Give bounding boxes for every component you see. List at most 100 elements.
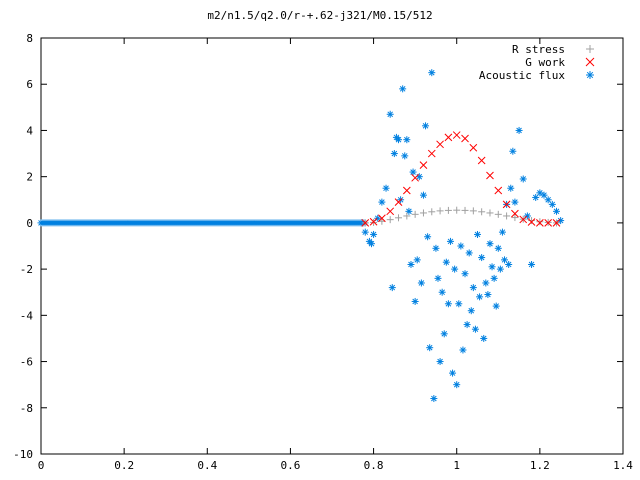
data-point	[488, 263, 496, 271]
data-point	[395, 136, 403, 144]
data-point	[509, 147, 517, 155]
data-point	[419, 209, 427, 217]
data-point	[449, 369, 457, 377]
data-point	[378, 214, 386, 223]
data-point	[501, 256, 509, 264]
data-point	[523, 212, 531, 220]
acoustic-flux-baseline	[37, 219, 369, 227]
data-point	[409, 168, 417, 176]
y-tick-label: -4	[20, 309, 34, 322]
data-point	[532, 193, 540, 201]
data-point	[494, 210, 502, 218]
data-point	[436, 207, 444, 215]
data-point	[477, 156, 486, 165]
data-point	[552, 219, 561, 227]
data-point	[465, 249, 473, 257]
data-point	[402, 186, 411, 195]
data-point	[394, 198, 403, 206]
data-point	[455, 300, 463, 308]
data-point	[457, 242, 465, 250]
y-tick-label: -8	[20, 402, 33, 415]
data-point	[467, 307, 475, 315]
data-point	[444, 133, 453, 142]
data-point	[451, 265, 459, 273]
x-tick-label: 1	[453, 459, 460, 472]
data-point	[361, 228, 369, 236]
series-2	[361, 69, 565, 403]
data-point	[494, 244, 502, 252]
data-point	[519, 215, 528, 224]
data-point	[528, 260, 536, 268]
data-point	[459, 346, 467, 354]
data-point	[442, 258, 450, 266]
data-point	[552, 207, 560, 215]
data-point	[386, 110, 394, 118]
x-tick-label: 0.2	[114, 459, 134, 472]
data-point	[503, 212, 511, 220]
data-point	[401, 152, 409, 160]
data-point	[496, 265, 504, 273]
data-point	[453, 381, 461, 389]
data-point	[411, 173, 419, 182]
data-point	[498, 228, 506, 236]
data-point	[486, 240, 494, 248]
data-point	[436, 140, 444, 149]
x-axis: 0 0.2 0.4 0.6 0.8 1 1.2 1.4	[38, 38, 633, 472]
data-point	[369, 217, 378, 226]
data-point	[434, 274, 442, 282]
data-point	[586, 71, 594, 79]
data-point	[407, 260, 415, 268]
data-point	[419, 191, 427, 199]
data-point	[540, 191, 548, 199]
legend-entry-label: G work	[525, 56, 565, 69]
data-point	[446, 237, 454, 245]
data-point	[480, 334, 488, 342]
data-point	[502, 200, 511, 209]
y-tick-label: 4	[26, 124, 33, 137]
data-point	[378, 198, 386, 206]
data-point	[486, 171, 494, 180]
data-point	[548, 200, 556, 208]
series-1	[361, 131, 561, 227]
data-point	[453, 206, 461, 214]
data-point	[367, 240, 375, 248]
data-point	[519, 175, 527, 183]
data-point	[527, 218, 536, 226]
x-tick-label: 1.2	[530, 459, 550, 472]
data-point	[403, 136, 411, 144]
data-point	[494, 186, 503, 195]
y-tick-label: -10	[13, 448, 33, 461]
chart-title: m2/n1.5/q2.0/r-+.62-j321/M0.15/512	[207, 9, 433, 22]
data-point	[585, 57, 595, 67]
data-point	[388, 284, 396, 292]
y-axis: -10 -8 -6 -4 -2 0 2 4 6 8	[13, 32, 623, 461]
x-tick-label: 0	[38, 459, 45, 472]
data-point	[586, 45, 594, 53]
x-tick-label: 0.4	[197, 459, 217, 472]
data-point	[486, 209, 494, 217]
x-tick-label: 0.8	[364, 459, 384, 472]
series-0	[361, 206, 560, 227]
data-point	[436, 358, 444, 366]
data-point	[395, 214, 403, 222]
data-point	[411, 210, 419, 218]
data-point	[438, 288, 446, 296]
data-point	[511, 209, 519, 218]
data-point	[444, 300, 452, 308]
data-point	[386, 216, 394, 224]
data-point	[390, 150, 398, 158]
data-point	[528, 217, 536, 225]
data-point	[507, 184, 515, 192]
data-point	[490, 274, 498, 282]
data-point	[515, 126, 523, 134]
y-tick-label: -6	[20, 356, 33, 369]
data-point	[411, 297, 419, 305]
x-tick-label: 1.4	[613, 459, 633, 472]
data-point	[424, 233, 432, 241]
data-point	[430, 395, 438, 403]
data-point	[461, 206, 469, 214]
data-point	[427, 149, 436, 158]
data-point	[444, 206, 452, 214]
x-tick-label: 0.6	[280, 459, 300, 472]
data-point	[536, 218, 544, 226]
